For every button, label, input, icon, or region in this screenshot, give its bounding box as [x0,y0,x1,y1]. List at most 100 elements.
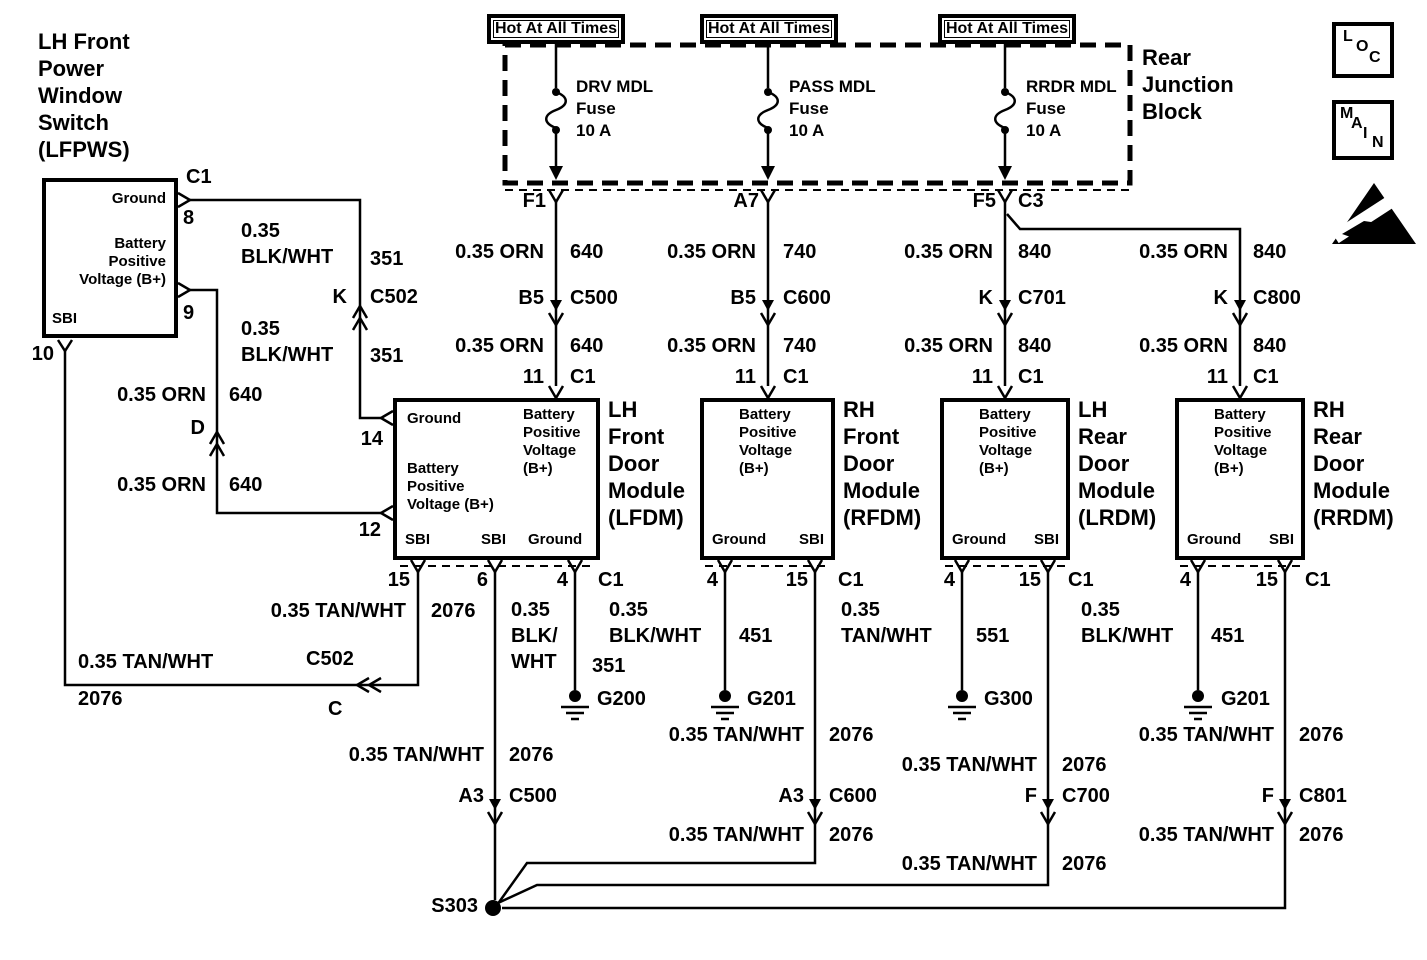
module-name-line: Front [843,424,900,449]
connector-label: C1 [783,366,809,388]
pin-label: A3 [458,785,484,807]
pin-label: F [1261,785,1274,807]
wire-spec-label: 0.35 [241,318,280,340]
pin-label: D [190,417,205,439]
module-bpv-label: Battery Positive Voltage (B+) [407,460,494,514]
circuit-label: 451 [739,625,773,647]
ground-label: G300 [984,688,1033,710]
corner-letter: I [1363,125,1368,142]
module-name-line: Module [843,478,920,503]
wire-spec-label: 0.35 ORN [667,335,756,357]
lfdm-box: Ground Battery Positive Voltage (B+) Battery P… [393,398,600,560]
pin-label: 4 [556,569,568,591]
pin-label: 10 [31,343,54,365]
lfpws-bpv-label: Battery Positive Voltage (B+) [79,235,166,289]
ground-label: G201 [1221,688,1270,710]
fuse-label-line: PASS MDL [789,77,876,96]
wire-spec-label: BLK/WHT [241,246,334,268]
module-bpv-label: Battery Positive Voltage (B+) [739,406,797,478]
rjb-line: Rear [1142,45,1191,70]
connector-chevrons [56,189,1294,827]
corner-letter: O [1356,38,1369,55]
module-bpv-label-line: (B+) [523,460,553,477]
fuse-label-line: Fuse [789,99,829,118]
module-bpv-label-line: Battery [523,406,575,423]
rjb-line: Junction [1142,72,1234,97]
module-name-line: Door [608,451,660,476]
wire-spec-label: 0.35 TAN/WHT [668,824,804,846]
rear-junction-block-label: Rear Junction Block [1142,44,1234,125]
pin-label: 15 [387,569,410,591]
rrdm-box: Battery Positive Voltage (B+) Ground SBI [1175,398,1305,560]
wire-spec-label: BLK/ [511,625,558,647]
module-bpv-label: Battery Positive Voltage (B+) [523,406,581,478]
connector-label: C1 [1305,569,1331,591]
module-bpv-label-line: (B+) [1214,460,1244,477]
module-name-line: Module [1078,478,1155,503]
pin-label: 11 [734,366,756,388]
rfdm-name: RH Front Door Module (RFDM) [843,396,921,531]
module-bpv-label-line: Battery [1214,406,1266,423]
connector-label: C1 [1253,366,1279,388]
lfpws-title-line: LH Front [38,29,130,54]
pin-label: 15 [785,569,808,591]
module-bpv-label-line: Positive [739,424,797,441]
wire-spec-label: WHT [511,651,557,673]
wire-spec-label: 0.35 [1081,599,1120,621]
module-name-line: Rear [1313,424,1362,449]
pin-label: 11 [971,366,993,388]
circuit-label: 351 [370,248,404,270]
corner-letter: M [1340,105,1354,122]
wire-spec-label: 0.35 ORN [904,335,993,357]
ground-icon [1184,690,1212,721]
pin-label: 6 [476,569,488,591]
pin-label: 4 [1179,569,1191,591]
wire-spec-label: 0.35 [841,599,880,621]
circuit-label: 2076 [1062,853,1107,875]
fuse-label-line: 10 A [789,121,825,140]
module-name-line: Module [608,478,685,503]
wire-spec-label: 0.35 [609,599,648,621]
rrdm-name: RH Rear Door Module (RRDM) [1313,396,1394,531]
pin-label: 15 [1255,569,1278,591]
wire-spec-label: 0.35 TAN/WHT [348,744,484,766]
wire-spec-label: 0.35 ORN [117,474,206,496]
lfpws-box: Ground Battery Positive Voltage (B+) SBI [42,178,178,338]
module-bpv-label-line: Battery [979,406,1031,423]
wire-spec-label: BLK/WHT [609,625,702,647]
lfpws-bpv-line: Battery [114,235,166,252]
hot-at-all-times-box: Hot At All Times [700,14,838,44]
connector-label: C500 [570,287,618,309]
corner-letter: A [1351,115,1363,132]
lfpws-sbi-label: SBI [52,310,78,327]
wire-spec-label: 0.35 ORN [117,384,206,406]
module-name-line: Module [1313,478,1390,503]
module-name-line: (RRDM) [1313,505,1394,530]
circuit-label: 2076 [829,824,874,846]
circuit-label: 640 [229,474,263,496]
fuse-label-line: RRDR MDL [1026,77,1117,96]
module-name-line: (LRDM) [1078,505,1157,530]
module-bpv-label-line: Battery [407,460,459,477]
circuit-label: 551 [976,625,1010,647]
circuit-label: 640 [570,241,604,263]
connector-label: C800 [1253,287,1301,309]
lfpws-title: LH Front Power Window Switch (LFPWS) [38,28,130,163]
lfpws-bpv-line: Positive [108,253,166,270]
ground-icon [948,690,976,721]
module-bpv-label: Battery Positive Voltage (B+) [979,406,1037,478]
wire-spec-label: 0.35 TAN/WHT [901,853,1037,875]
pin-label: K [332,286,347,308]
module-sbi-label: SBI [405,531,431,548]
splice-label: S303 [431,895,478,917]
module-name-line: LH [1078,397,1108,422]
connector-label: C3 [1018,190,1044,212]
module-ground-label: Ground [712,531,767,548]
rfdm-box: Battery Positive Voltage (B+) Ground SBI [700,398,835,560]
module-bpv-label-line: Battery [739,406,791,423]
wire-spec-label: BLK/WHT [241,344,334,366]
module-bpv-label-line: Voltage [979,442,1033,459]
